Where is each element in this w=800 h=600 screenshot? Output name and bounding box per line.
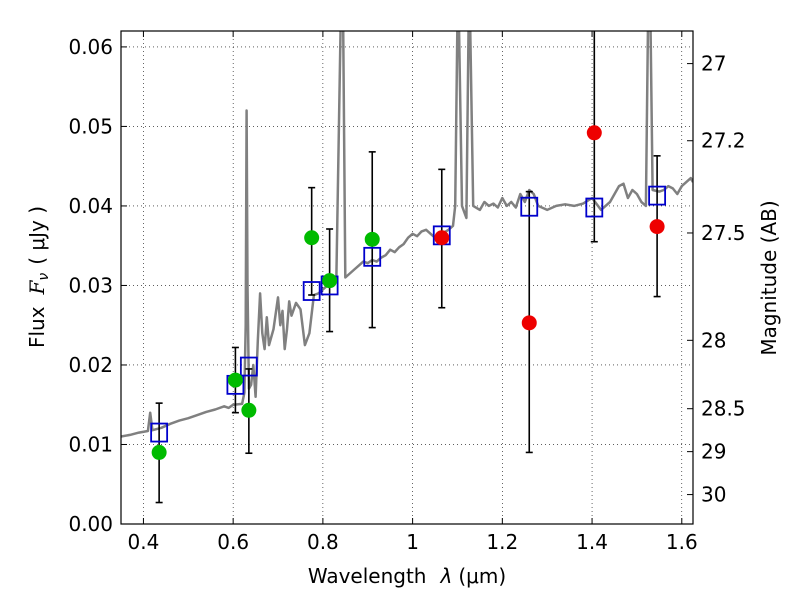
template-flux-box xyxy=(648,185,667,206)
observed-flux-point xyxy=(151,444,167,460)
observed-flux-point xyxy=(241,402,257,418)
plot-background xyxy=(121,31,693,524)
magnitude-tick-label: 29 xyxy=(701,440,726,464)
observed-flux-point xyxy=(304,230,320,246)
x-tick-label: 0.4 xyxy=(128,530,160,554)
x-axis-ticks: 0.4 0.6 0.8 1 1.2 1.4 1.6 xyxy=(128,31,698,554)
y-tick-label: 0.00 xyxy=(68,512,113,536)
y-tick-label: 0.02 xyxy=(68,353,113,377)
x-tick-label: 1.4 xyxy=(576,530,608,554)
observed-photometry xyxy=(151,125,665,460)
y-tick-label: 0.03 xyxy=(68,273,113,297)
y-tick-label: 0.05 xyxy=(68,114,113,138)
magnitude-axis-label: Magnitude (AB) xyxy=(757,200,781,355)
magnitude-tick-label: 30 xyxy=(701,483,726,507)
magnitude-tick-label: 27 xyxy=(701,52,726,76)
model-spectrum xyxy=(121,31,693,438)
magnitude-tick-label: 27.5 xyxy=(701,221,746,245)
magnitude-tick-label: 28 xyxy=(701,328,726,352)
x-axis-label: Wavelength λ (μm) xyxy=(308,564,506,588)
y-axis-ticks: 0.00 0.01 0.02 0.03 0.04 0.05 0.06 xyxy=(68,35,127,536)
template-flux-box xyxy=(363,246,382,267)
template-photometry xyxy=(150,185,667,443)
magnitude-tick-label: 28.5 xyxy=(701,397,746,421)
observed-flux-point xyxy=(227,372,243,388)
magnitude-axis-ticks: 27 27.2 27.5 28 28.5 29 30 xyxy=(687,52,746,507)
observed-flux-point xyxy=(364,231,380,247)
template-flux-box xyxy=(302,281,321,301)
observed-flux-point xyxy=(434,230,450,246)
observed-flux-point xyxy=(586,125,602,141)
observed-flux-point xyxy=(521,315,537,331)
x-tick-label: 1.2 xyxy=(486,530,518,554)
observed-flux-point xyxy=(649,219,665,235)
x-tick-label: 1 xyxy=(406,530,419,554)
y-tick-label: 0.04 xyxy=(68,194,113,218)
magnitude-tick-label: 27.2 xyxy=(701,129,746,153)
template-flux-box xyxy=(239,356,258,377)
y-tick-label: 0.06 xyxy=(68,35,113,59)
x-tick-label: 1.6 xyxy=(666,530,698,554)
observed-flux-point xyxy=(322,273,338,289)
y-tick-label: 0.01 xyxy=(68,432,113,456)
plot-frame xyxy=(120,30,694,525)
model-spectrum-line xyxy=(121,31,693,438)
x-tick-label: 0.6 xyxy=(217,530,249,554)
template-flux-box xyxy=(585,197,604,218)
x-tick-label: 0.8 xyxy=(307,530,339,554)
template-flux-box xyxy=(520,196,539,217)
y-axis-label: FluxFν( μJy ) xyxy=(25,206,52,348)
template-flux-box xyxy=(150,422,169,443)
